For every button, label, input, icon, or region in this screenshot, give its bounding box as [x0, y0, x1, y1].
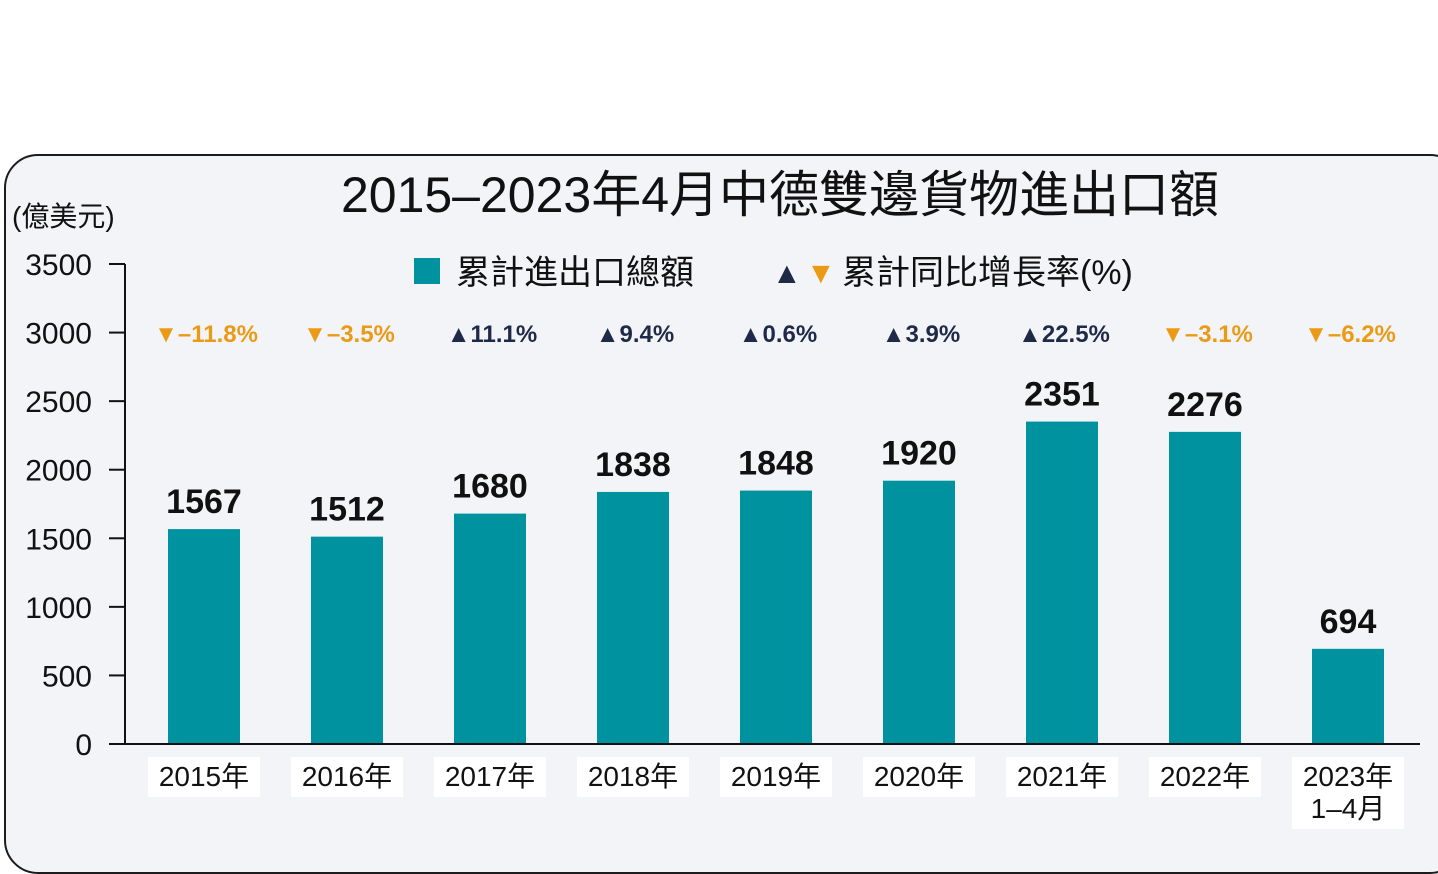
down-triangle-icon: ▼	[303, 321, 327, 348]
growth-labels: ▼–11.8% ▼–3.5% ▲11.1% ▲9.4% ▲0.6% ▲3.9% ▲22.5%…	[154, 321, 1396, 348]
growth-label: ▼–6.2%	[1304, 321, 1396, 348]
legend-bar-swatch	[414, 258, 440, 284]
y-tick-label: 2000	[25, 455, 92, 488]
x-tick-label: 2023年 1–4月	[1303, 761, 1393, 824]
bar-value-label: 2351	[1024, 376, 1100, 414]
up-triangle-icon: ▲	[882, 321, 906, 348]
x-tick-label-box	[148, 757, 260, 797]
y-tick-label: 3500	[25, 249, 92, 282]
value-labels: 1567 1512 1680 1838 1848 1920 2351 2276 694	[166, 376, 1376, 641]
up-triangle-icon: ▲	[447, 321, 471, 348]
x-tick-label: 2019年	[731, 761, 821, 792]
growth-label: ▼–3.5%	[303, 321, 395, 348]
bar	[168, 529, 240, 744]
legend: 累計進出口總額 ▲ ▼ 累計同比增長率(%)	[414, 254, 1133, 292]
x-tick-label-box	[1149, 757, 1261, 797]
up-triangle-icon: ▲	[1018, 321, 1042, 348]
bar	[454, 513, 526, 744]
bar	[597, 491, 669, 744]
up-triangle-icon: ▲	[739, 321, 763, 348]
x-tick-label: 2015年	[159, 761, 249, 792]
y-tick-label: 0	[75, 729, 92, 762]
up-triangle-icon: ▲	[596, 321, 620, 348]
x-tick-label: 2021年	[1017, 761, 1107, 792]
x-tick-label: 2020年	[874, 761, 964, 792]
growth-label: ▲11.1%	[447, 321, 538, 348]
legend-growth-label: 累計同比增長率(%)	[842, 254, 1133, 292]
bar-value-label: 1848	[738, 445, 814, 483]
x-tick-label: 2022年	[1160, 761, 1250, 792]
x-tick-label-box	[1292, 757, 1404, 829]
bar-value-label: 2276	[1167, 386, 1243, 424]
bar-chart: 2015–2023年4月中德雙邊貨物進出口額 (億美元) 累計進出口總額 ▲ ▼…	[12, 167, 1420, 829]
growth-label: ▼–3.1%	[1161, 321, 1253, 348]
x-tick-label-box	[720, 757, 832, 797]
y-tick-label: 500	[42, 660, 92, 693]
growth-label: ▲9.4%	[596, 321, 674, 348]
y-axis-unit-label: (億美元)	[12, 201, 115, 232]
bars	[168, 421, 1384, 744]
bar	[883, 480, 955, 744]
bar	[1169, 431, 1241, 744]
growth-label: ▲22.5%	[1018, 321, 1110, 348]
bar	[740, 490, 812, 744]
down-triangle-icon: ▼	[1304, 321, 1328, 348]
x-tick-label-box	[1006, 757, 1118, 797]
growth-label: ▼–11.8%	[154, 321, 258, 348]
bar	[1312, 648, 1384, 744]
bar-value-label: 694	[1320, 603, 1377, 641]
x-tick-label: 2017年	[445, 761, 535, 792]
legend-bar-label: 累計進出口總額	[456, 254, 694, 292]
chart-title: 2015–2023年4月中德雙邊貨物進出口額	[341, 167, 1219, 223]
bar	[1026, 421, 1098, 744]
bar-value-label: 1838	[595, 446, 671, 484]
x-tick-label-box	[863, 757, 975, 797]
bar	[311, 536, 383, 744]
bar-value-label: 1920	[881, 435, 957, 473]
y-tick-label: 2500	[25, 386, 92, 419]
growth-label: ▲0.6%	[739, 321, 817, 348]
down-triangle-icon: ▼	[154, 321, 178, 348]
x-tick-label-box	[577, 757, 689, 797]
bar-value-label: 1680	[452, 468, 528, 506]
x-tick-label: 2018年	[588, 761, 678, 792]
y-axis: 0 500 1000 1500 2000 2500 3000 3500	[25, 249, 126, 762]
y-tick-label: 1000	[25, 592, 92, 625]
bar-value-label: 1567	[166, 483, 242, 521]
x-tick-label-box	[434, 757, 546, 797]
x-tick-label: 2016年	[302, 761, 392, 792]
bar-value-label: 1512	[309, 491, 385, 529]
x-axis: 2015年 2016年 2017年 2018年 2019年 2020年 2021年 2022年…	[125, 743, 1420, 829]
growth-label: ▲3.9%	[882, 321, 960, 348]
y-tick-label: 1500	[25, 523, 92, 556]
legend-down-triangle-icon: ▼	[806, 257, 836, 290]
y-tick-label: 3000	[25, 318, 92, 351]
legend-up-triangle-icon: ▲	[772, 257, 802, 290]
down-triangle-icon: ▼	[1161, 321, 1185, 348]
x-tick-label-box	[291, 757, 403, 797]
